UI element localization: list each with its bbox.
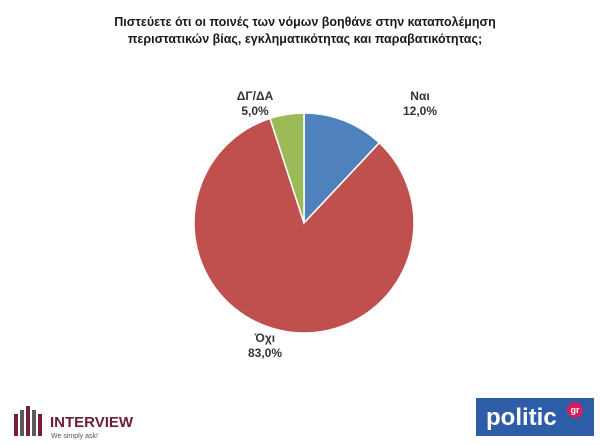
slice-value: 5,0%: [241, 104, 269, 118]
chart-title: Πιστεύετε ότι οι ποινές των νόμων βοηθάν…: [114, 15, 496, 46]
interview-logo: INTERVIEW We simply ask!: [14, 406, 134, 440]
logo-bar: [14, 414, 18, 436]
slice-label: Ναι: [410, 89, 429, 103]
slice-value: 12,0%: [403, 104, 437, 118]
slice-label: ΔΓ/ΔΑ: [237, 89, 274, 103]
logo-bar: [20, 410, 24, 436]
slice-value: 83,0%: [248, 346, 282, 360]
pie-slice: [303, 112, 381, 225]
logo-bar: [26, 406, 30, 436]
slice-label: Όχι: [254, 331, 275, 345]
logo-badge-text: gr: [571, 405, 580, 415]
pie-slice: [269, 112, 305, 224]
logo-badge: [567, 402, 583, 418]
logo-bar: [38, 414, 42, 436]
logo-text: INTERVIEW: [50, 414, 134, 431]
logo-text: politic: [486, 404, 557, 431]
logo-bar: [32, 410, 36, 436]
politic-logo: politic gr: [476, 398, 594, 436]
pie-slice: [193, 117, 415, 334]
logo-slogan: We simply ask!: [51, 433, 98, 440]
